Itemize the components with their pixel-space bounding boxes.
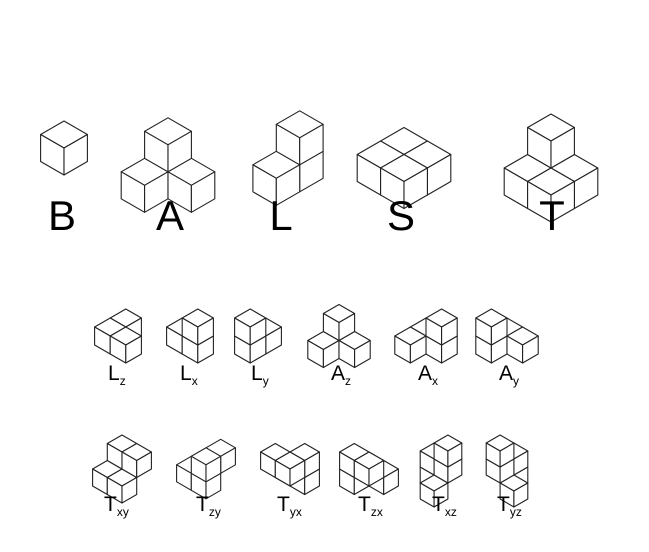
shape-Ay-drawing (475, 308, 539, 364)
shape-Az-drawing (307, 303, 371, 369)
shape-Tzy-drawing (176, 438, 236, 500)
label-S: S (387, 192, 415, 239)
cube-face (403, 167, 428, 210)
cube-face (499, 442, 515, 468)
label-Lz: Lz (108, 362, 126, 388)
label-Az: Az (331, 362, 351, 388)
label-Lx: Lx (180, 362, 198, 388)
cube-face (121, 476, 138, 504)
label-B: B (48, 192, 76, 239)
shape-Lz-drawing (94, 308, 142, 364)
cube-face (513, 482, 529, 508)
label-Tyz: Tyz (497, 493, 522, 519)
label-Txz: Txz (432, 493, 457, 519)
shape-S-drawing (356, 126, 452, 210)
shape-Tyx-drawing (260, 442, 320, 496)
cube-face (338, 312, 356, 342)
cube-face (167, 130, 192, 173)
shape-B-drawing (40, 120, 88, 176)
cube-face (249, 317, 267, 346)
shape-Txz-drawing (419, 434, 463, 508)
cube-face (125, 335, 142, 364)
label-Txy: Txy (104, 493, 129, 519)
label-A: A (156, 192, 184, 239)
cube-face (299, 123, 324, 166)
cube-face (289, 459, 306, 487)
shape-Lx-drawing (166, 308, 214, 364)
cube-face (447, 442, 463, 468)
shape-Txy-drawing (92, 434, 152, 504)
shape-A-drawing (120, 117, 216, 213)
cube-face (275, 164, 301, 206)
cube-face (441, 317, 458, 346)
cube-face (136, 451, 152, 479)
shape-Tzx-drawing (339, 442, 399, 496)
label-Ly: Ly (251, 362, 269, 388)
cube-face (354, 339, 371, 369)
shape-T-drawing (503, 113, 599, 223)
label-L: L (269, 192, 292, 239)
label-Tyx: Tyx (277, 493, 302, 519)
cube-face (550, 180, 575, 223)
label-Tzy: Tzy (196, 493, 221, 519)
shape-Ax-drawing (394, 308, 458, 364)
cube-face (550, 126, 575, 169)
cube-face (368, 459, 385, 487)
cube-face (197, 317, 214, 346)
shape-Tyz-drawing (485, 434, 529, 508)
label-Ax: Ax (418, 362, 438, 388)
label-T: T (539, 192, 565, 239)
cube-face (63, 133, 88, 176)
cube-face (490, 317, 508, 346)
label-Ay: Ay (499, 362, 519, 388)
label-Tzx: Tzx (358, 493, 383, 519)
shape-L-drawing (252, 110, 324, 206)
cube-face (433, 482, 449, 508)
cube-face (205, 455, 222, 483)
cube-face (522, 335, 539, 364)
cube-face (409, 335, 427, 364)
cube-face (190, 171, 216, 213)
shape-Ly-drawing (234, 308, 282, 364)
